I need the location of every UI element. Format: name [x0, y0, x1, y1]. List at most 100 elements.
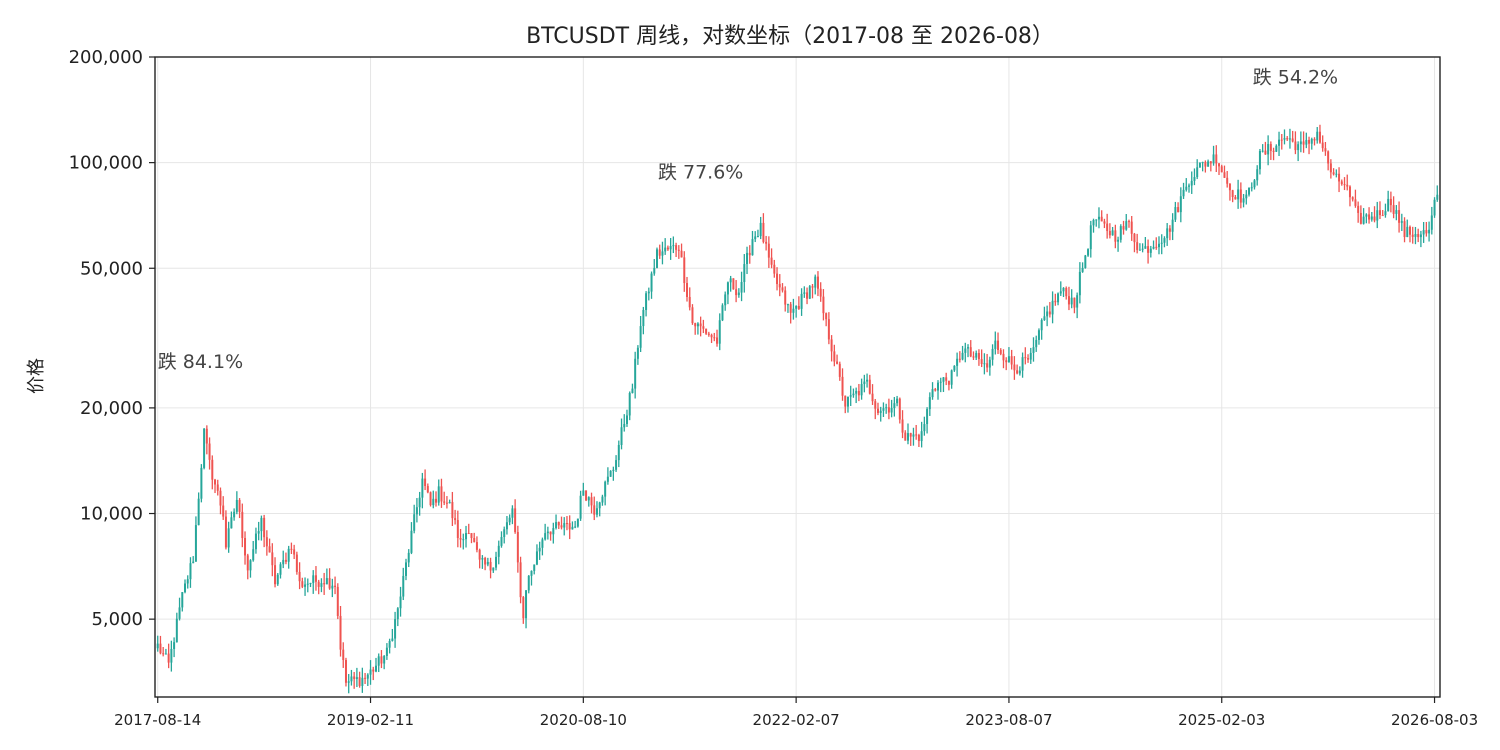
candle-body: [1209, 161, 1212, 164]
candle-body: [1087, 249, 1090, 256]
candle-body: [440, 486, 443, 502]
candle-layer: [156, 124, 1439, 694]
candle-body: [770, 257, 773, 265]
candle-body: [1016, 370, 1019, 374]
candle-body: [344, 659, 347, 683]
candle-body: [688, 296, 691, 308]
candle-body: [170, 648, 173, 663]
candle-body: [334, 585, 337, 587]
candle-body: [849, 395, 852, 397]
candle-body: [369, 669, 372, 675]
candle-body: [1138, 249, 1141, 251]
candle-body: [1253, 180, 1256, 188]
candle-body: [1286, 138, 1289, 140]
candle-body: [323, 583, 326, 585]
candle-body: [514, 508, 517, 533]
candle-body: [830, 339, 833, 352]
candle-body: [1302, 141, 1305, 145]
candle-body: [205, 428, 208, 444]
candle-body: [413, 514, 416, 531]
candle-body: [290, 548, 293, 550]
y-tick-label: 5,000: [91, 609, 143, 630]
candle-body: [833, 351, 836, 362]
candle-body: [636, 347, 639, 359]
candle-body: [224, 516, 227, 548]
candle-body: [1024, 357, 1027, 359]
candle-body: [1433, 199, 1436, 216]
candle-body: [1408, 226, 1411, 235]
candle-body: [1359, 212, 1362, 224]
candle-body: [604, 481, 607, 497]
candle-body: [1351, 197, 1354, 200]
candle-body: [432, 498, 435, 506]
candle-body: [1376, 210, 1379, 221]
x-tick-label: 2022-02-07: [753, 711, 840, 729]
candle-body: [364, 677, 367, 679]
candle-body: [320, 583, 323, 587]
candle-body: [325, 578, 328, 585]
candle-body: [612, 469, 615, 471]
candle-body: [762, 222, 765, 242]
candle-body: [235, 499, 238, 512]
candle-body: [309, 582, 312, 584]
drawdown-annotation: 跌 77.6%: [658, 162, 743, 184]
candle-body: [759, 222, 762, 237]
candle-body: [743, 264, 746, 282]
candle-body: [890, 408, 893, 413]
candle-body: [1048, 311, 1051, 315]
candle-body: [1340, 181, 1343, 185]
candle-body: [1308, 139, 1311, 144]
candle-body: [945, 377, 948, 381]
candle-body: [178, 607, 181, 619]
candle-body: [585, 490, 588, 501]
candle-body: [942, 377, 945, 382]
candle-body: [396, 608, 399, 620]
candle-body: [576, 518, 579, 527]
candle-body: [1419, 234, 1422, 238]
candle-body: [1013, 364, 1016, 371]
candle-body: [484, 557, 487, 565]
candle-body: [1207, 161, 1210, 167]
candle-body: [331, 585, 334, 589]
candle-body: [901, 419, 904, 433]
candle-body: [489, 561, 492, 571]
candle-body: [1354, 199, 1357, 206]
candle-body: [1198, 162, 1201, 168]
candle-body: [265, 537, 268, 547]
candle-body: [1040, 320, 1043, 331]
candle-body: [909, 433, 912, 437]
candle-body: [1291, 138, 1294, 142]
candle-body: [606, 476, 609, 482]
candle-body: [1133, 233, 1136, 243]
candle-body: [1177, 207, 1180, 213]
candle-body: [1218, 163, 1221, 167]
candle-body: [1067, 296, 1070, 305]
candle-body: [1381, 215, 1384, 217]
candle-body: [538, 547, 541, 552]
candle-body: [448, 501, 451, 504]
candle-body: [672, 245, 675, 247]
candle-body: [1318, 131, 1321, 143]
candle-body: [928, 397, 931, 410]
candle-body: [825, 313, 828, 320]
candle-body: [557, 522, 560, 526]
candle-body: [1248, 187, 1251, 195]
candle-body: [1338, 173, 1341, 182]
candle-body: [746, 252, 749, 265]
y-tick-label: 100,000: [69, 153, 143, 174]
candle-body: [426, 486, 429, 493]
candle-body: [669, 246, 672, 250]
candle-body: [1100, 216, 1103, 222]
candle-body: [699, 323, 702, 327]
candle-body: [1283, 138, 1286, 140]
candle-body: [260, 517, 263, 532]
candle-body: [686, 283, 689, 297]
candle-body: [1403, 221, 1406, 238]
candle-body: [579, 495, 582, 519]
candle-body: [546, 531, 549, 534]
y-tick-layer: 5,000 10,000 20,000 50,000 100,000 200,000: [69, 47, 155, 630]
candle-body: [680, 250, 683, 258]
candle-body: [1168, 228, 1171, 232]
candle-body: [1239, 189, 1242, 203]
candle-body: [1280, 139, 1283, 141]
